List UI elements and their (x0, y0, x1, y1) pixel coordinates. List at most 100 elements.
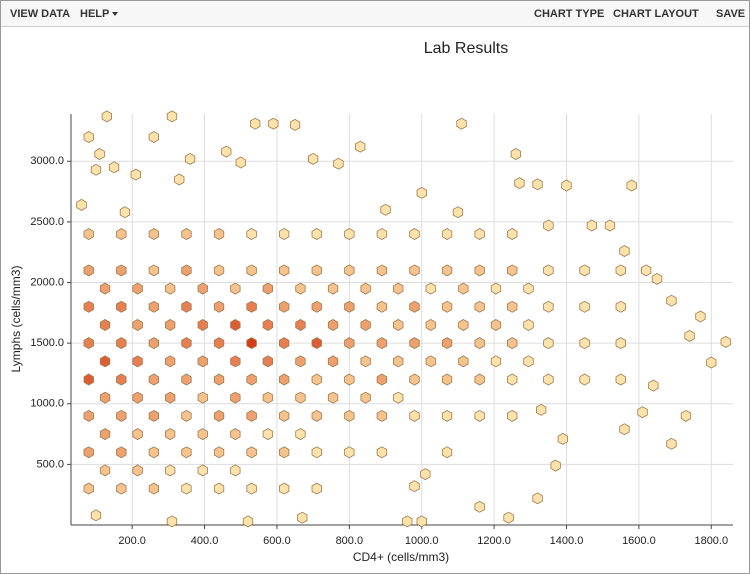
hexbin-cell (99, 282, 111, 295)
hexbin-cell (641, 264, 652, 277)
hexbin-cell (181, 300, 192, 313)
hexbin-cell (510, 148, 521, 160)
hexbin-cell (246, 228, 257, 240)
hexbin-cell (474, 500, 485, 513)
hexbin-cell (376, 264, 388, 277)
hexbin-cell (392, 355, 404, 368)
hexbin-cell (230, 391, 241, 404)
hexbin-cell (392, 391, 404, 404)
hexbin-cell (425, 282, 436, 295)
hexbin-cell (680, 409, 692, 422)
hexbin-cell (230, 428, 241, 441)
hexbin-cell (311, 446, 322, 459)
hexbin-cell (116, 409, 127, 422)
hexbin-cell (637, 406, 648, 419)
y-tick-label: 3000.0 (30, 155, 64, 167)
hexbin-cell (278, 409, 290, 422)
hexbin-cell (213, 482, 225, 495)
save-button[interactable]: SAVE (716, 8, 746, 20)
hexbin-cell (452, 206, 464, 219)
hexbin-cell (94, 148, 105, 160)
hexbin-cell (164, 282, 176, 295)
hexbin-cell (327, 319, 339, 331)
hexbin-cell (409, 480, 420, 493)
hexbin-cell (311, 409, 322, 422)
hexbin-cell (83, 264, 94, 277)
hexbin-cell (506, 264, 518, 277)
hexbin-cell (148, 409, 160, 422)
chart-title: Lab Results (424, 40, 509, 57)
y-tick-label: 1000.0 (30, 398, 64, 410)
hexbin-cell (268, 117, 279, 130)
hexbin-cell (278, 446, 290, 459)
hexbin-cell (490, 282, 502, 295)
hexbin-cell (116, 300, 127, 313)
chart-type-button[interactable]: CHART TYPE (534, 8, 605, 20)
hexbin-cell (523, 282, 534, 295)
hexbin-cell (164, 355, 176, 368)
hexbin-cell (250, 117, 261, 130)
hexbin-cell (523, 355, 534, 368)
hexbin-cell (246, 409, 257, 422)
hexbin-cell (327, 391, 339, 404)
hexbin-cell (213, 337, 225, 350)
x-tick-label: 600.0 (263, 535, 291, 547)
hexbin-cell (307, 152, 319, 165)
y-tick-label: 1500.0 (30, 337, 64, 349)
hexbin-cell (327, 282, 339, 295)
hexbin-cell (148, 300, 160, 313)
hexbin-cell (651, 272, 663, 285)
hexbin-cell (579, 337, 590, 350)
hexbin-cell (543, 300, 554, 313)
hexbin-cell (474, 409, 485, 422)
hexbin-cell (76, 198, 87, 211)
view-data-button[interactable]: VIEW DATA (10, 8, 71, 20)
hexbin-cell (197, 355, 208, 368)
hexbin-cell (344, 264, 355, 277)
hexbin-cell (615, 300, 626, 313)
hexbin-cell (83, 482, 94, 495)
hexbin-cell (311, 337, 322, 350)
hexbin-cell (490, 355, 502, 368)
hexbin-cell (344, 337, 355, 350)
hexbin-cell (230, 319, 241, 331)
hexbin-cell (108, 161, 120, 174)
hexbin-cell (441, 228, 453, 240)
hexbin-cell (441, 337, 453, 350)
hexbin-cell (101, 110, 112, 123)
hexbin-cell (376, 337, 388, 350)
hexbin-cell (297, 511, 308, 524)
hexbin-cell (119, 206, 131, 219)
hexbin-cell (132, 391, 143, 404)
hexbin-cell (295, 319, 306, 331)
hexbin-cell (132, 464, 143, 477)
hexbin-cell (344, 300, 355, 313)
chart-layout-button[interactable]: CHART LAYOUT (613, 8, 699, 20)
hexbin-cell (197, 282, 208, 295)
help-menu[interactable]: HELP (80, 8, 119, 20)
hexbin-cell (181, 446, 192, 459)
hexbin-cell (409, 373, 420, 386)
hexbin-cell (246, 337, 257, 350)
hexbin-cell (523, 319, 534, 331)
help-label: HELP (80, 8, 110, 20)
x-tick-label: 200.0 (118, 535, 146, 547)
hexbin-cell (184, 152, 196, 165)
hexbin-cell (246, 482, 257, 495)
hexbin-cell (360, 282, 371, 295)
hexbin-cell (262, 391, 274, 404)
hexbin-cell (289, 118, 301, 131)
hexbin-cell (579, 264, 590, 277)
hexbin-cell (360, 319, 371, 331)
hexbin-cell (83, 409, 94, 422)
hexbin-cell (311, 482, 322, 495)
hexbin-cell (164, 391, 176, 404)
hexbin-cell (695, 310, 706, 323)
hexbin-cell (230, 355, 241, 368)
caret-icon (112, 12, 119, 17)
hexbin-cell (506, 409, 518, 422)
hexbin-cell (344, 409, 355, 422)
hexbin-cell (278, 228, 290, 240)
hexbin-cell (532, 492, 543, 505)
